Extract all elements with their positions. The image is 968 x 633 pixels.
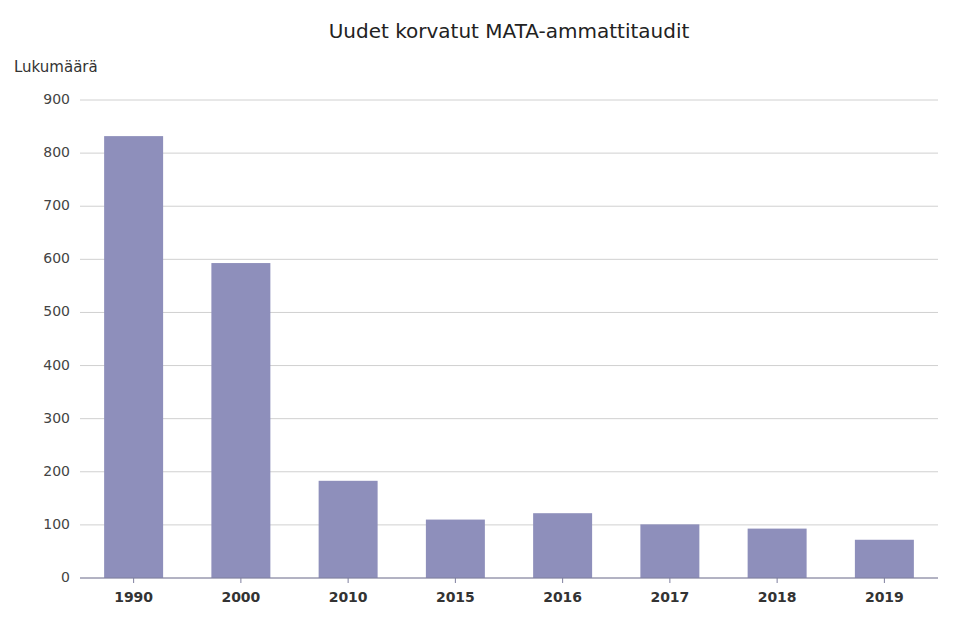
x-axis-line	[80, 578, 938, 579]
y-tick-label: 100	[43, 516, 70, 532]
grid-line	[80, 418, 938, 419]
y-tick-label: 400	[43, 357, 70, 373]
y-tick-label: 600	[43, 250, 70, 266]
bar	[319, 481, 378, 578]
chart-title: Uudet korvatut MATA-ammattitaudit	[329, 19, 690, 43]
x-tick-label: 1990	[114, 589, 153, 605]
bar	[426, 520, 485, 578]
grid-line	[80, 365, 938, 366]
x-tick-label: 2017	[650, 589, 689, 605]
bar	[104, 136, 163, 578]
y-tick-label: 0	[61, 569, 70, 585]
y-tick-label: 700	[43, 197, 70, 213]
y-tick-label: 900	[43, 91, 70, 107]
x-tick	[133, 578, 134, 583]
x-axis: 1990 2000 2010 2015 2016 2017 2018 2019	[80, 578, 938, 605]
chart-svg: Uudet korvatut MATA-ammattitaudit Lukumää…	[0, 0, 968, 633]
bar	[855, 540, 914, 578]
x-tick-label: 2000	[221, 589, 260, 605]
x-tick-label: 2018	[758, 589, 797, 605]
grid-line	[80, 471, 938, 472]
x-tick	[777, 578, 778, 583]
grid-line	[80, 100, 938, 101]
chart-container: Uudet korvatut MATA-ammattitaudit Lukumää…	[0, 0, 968, 633]
bar	[748, 529, 807, 578]
x-tick	[669, 578, 670, 583]
x-tick	[240, 578, 241, 583]
x-tick-label: 2015	[436, 589, 475, 605]
x-tick	[348, 578, 349, 583]
y-tick-label: 200	[43, 463, 70, 479]
x-tick	[455, 578, 456, 583]
grid-line	[80, 524, 938, 525]
x-tick	[884, 578, 885, 583]
bars	[104, 136, 914, 578]
bar	[211, 263, 270, 578]
y-tick-label: 300	[43, 410, 70, 426]
y-tick-label: 800	[43, 144, 70, 160]
x-tick-label: 2019	[865, 589, 904, 605]
y-axis-label: Lukumäärä	[14, 58, 98, 76]
grid-line	[80, 578, 938, 579]
grid-line	[80, 153, 938, 154]
x-tick	[562, 578, 563, 583]
y-axis: 0 100 200 300 400 500 600 700 800 900	[43, 91, 938, 585]
y-tick-label: 500	[43, 303, 70, 319]
bar	[640, 524, 699, 578]
bar	[533, 513, 592, 578]
x-tick-label: 2010	[329, 589, 368, 605]
grid-line	[80, 312, 938, 313]
grid-line	[80, 259, 938, 260]
grid-line	[80, 206, 938, 207]
x-tick-label: 2016	[543, 589, 582, 605]
